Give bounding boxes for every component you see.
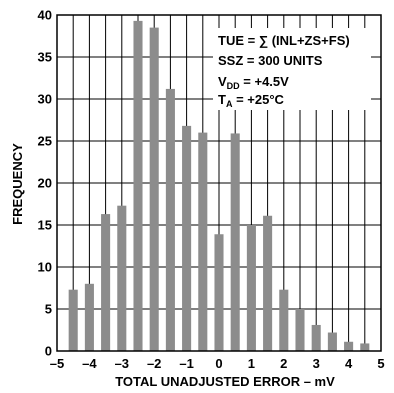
y-tick-labels: 0 5 10 15 20 25 30 35 40 [38, 8, 52, 359]
histogram-bar [344, 341, 354, 351]
histogram-bar [68, 289, 78, 351]
annotation-line-ssz: SSZ = 300 UNITS [218, 53, 323, 68]
x-tick-label: –5 [50, 356, 64, 371]
histogram-bar [230, 133, 240, 351]
histogram-bar [149, 27, 159, 351]
y-tick-label: 5 [45, 302, 52, 317]
vdd-subscript: DD [227, 81, 240, 91]
bars-group [68, 20, 370, 352]
annotation-box-background [213, 28, 371, 110]
y-tick-label: 25 [38, 134, 52, 149]
histogram-bar [327, 332, 337, 351]
plot-frame [56, 14, 382, 352]
x-tick-label: 0 [215, 356, 222, 371]
x-tick-label: –2 [147, 356, 161, 371]
y-axis-label: FREQUENCY [10, 143, 25, 225]
histogram-bar [198, 132, 208, 351]
annotation-line-tue: TUE = ∑ (INL+ZS+FS) [218, 33, 350, 48]
y-tick-label: 35 [38, 50, 52, 65]
y-tick-label: 15 [38, 218, 52, 233]
y-tick-label: 10 [38, 260, 52, 275]
annotation-line-vdd: VDD = +4.5V [218, 74, 289, 91]
ta-value: = +25°C [232, 92, 284, 107]
histogram-bar [182, 125, 192, 351]
histogram-bar [263, 215, 273, 351]
y-tick-label: 0 [45, 344, 52, 359]
x-axis-label: TOTAL UNADJUSTED ERROR – mV [115, 374, 335, 389]
x-tick-label: –4 [82, 356, 97, 371]
y-tick-label: 30 [38, 92, 52, 107]
ta-main: T [218, 92, 226, 107]
x-tick-label: 5 [377, 356, 384, 371]
x-tick-label: –1 [179, 356, 193, 371]
histogram-bar [101, 214, 111, 351]
annotation-line-ta: TA = +25°C [218, 92, 285, 109]
x-tick-label: 4 [345, 356, 353, 371]
histogram-bar [165, 88, 175, 352]
vdd-value: = +4.5V [240, 74, 289, 89]
y-tick-label: 40 [38, 8, 52, 23]
x-tick-labels: –5 –4 –3 –2 –1 0 1 2 3 4 5 [50, 356, 385, 371]
x-tick-label: 3 [313, 356, 320, 371]
histogram-bar [214, 234, 224, 351]
histogram-bar [246, 225, 256, 351]
histogram-bar [117, 205, 127, 351]
histogram-bar [360, 343, 370, 351]
y-tick-label: 20 [38, 176, 52, 191]
histogram-bar [279, 289, 289, 351]
histogram-bar [295, 309, 305, 351]
histogram-bar [84, 283, 94, 351]
x-tick-label: –3 [115, 356, 129, 371]
x-tick-label: 2 [280, 356, 287, 371]
histogram-bar [133, 20, 143, 351]
vdd-main: V [218, 74, 227, 89]
histogram-bar [311, 324, 321, 351]
ta-subscript: A [226, 99, 233, 109]
x-tick-label: 1 [248, 356, 255, 371]
